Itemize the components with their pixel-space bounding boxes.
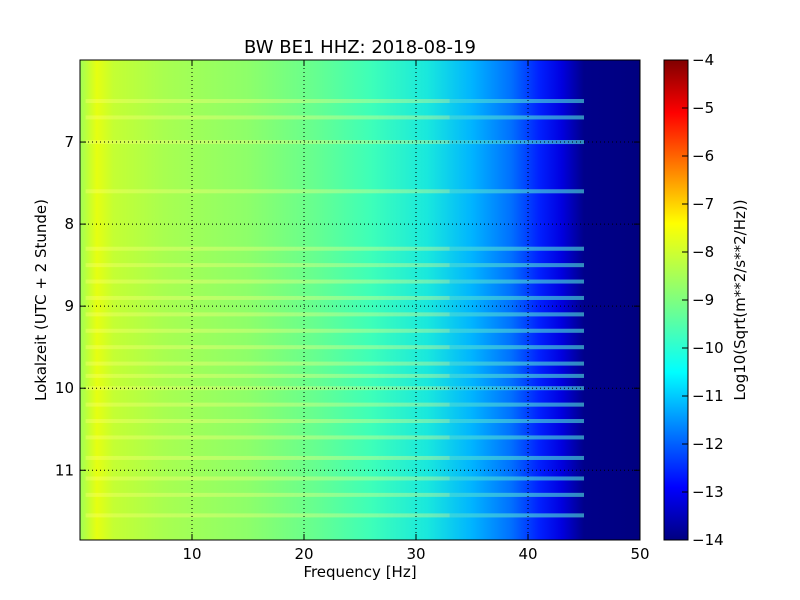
- noise-band-high-freq: [449, 373, 584, 378]
- noise-band-high-freq: [449, 419, 584, 424]
- x-tick-label: 50: [630, 545, 649, 563]
- noise-band: [85, 295, 584, 300]
- noise-band: [85, 345, 584, 350]
- noise-band-high-freq: [449, 312, 584, 317]
- noise-band-high-freq: [449, 492, 584, 497]
- colorbar: −4 −5 −6 −7 −8 −9 −10 −11 −12 −13 −14 Log10(Sqrt(m…: [663, 51, 749, 549]
- x-tick-label: 20: [294, 545, 313, 563]
- y-axis-label: Lokalzeit (UTC + 2 Stunde): [32, 199, 50, 401]
- noise-band: [85, 419, 584, 424]
- noise-band: [85, 99, 584, 104]
- y-axis-ticks: 7 8 9 10 11: [55, 133, 640, 479]
- colorbar-tick-label: −7: [692, 195, 714, 213]
- colorbar-ticks: −4 −5 −6 −7 −8 −9 −10 −11 −12 −13 −14: [682, 51, 724, 549]
- y-tick-label: 9: [64, 297, 74, 315]
- plot-frame: [79, 59, 641, 541]
- noise-band: [85, 361, 584, 366]
- colorbar-label: Log10(Sqrt(m**2/s**2/Hz)): [731, 199, 749, 400]
- noise-band-high-freq: [449, 513, 584, 518]
- colorbar-tick-label: −8: [692, 243, 714, 261]
- noise-band-high-freq: [449, 246, 584, 251]
- noise-bands: [85, 99, 584, 518]
- y-tick-label: 8: [64, 215, 74, 233]
- chart-title: BW BE1 HHZ: 2018-08-19: [244, 37, 476, 58]
- noise-band: [85, 279, 584, 284]
- noise-band: [85, 263, 584, 268]
- noise-band-high-freq: [449, 345, 584, 350]
- noise-band: [85, 492, 584, 497]
- colorbar-tick-label: −11: [692, 387, 724, 405]
- noise-band-high-freq: [449, 263, 584, 268]
- y-tick-label: 11: [55, 461, 74, 479]
- colorbar-tick-label: −13: [692, 483, 724, 501]
- colorbar-tick-label: −4: [692, 51, 714, 69]
- noise-band-high-freq: [449, 328, 584, 333]
- noise-band-high-freq: [449, 279, 584, 284]
- spectrogram-plot: 10 20 30 40 50 7 8 9 10 11: [55, 59, 650, 563]
- noise-band: [85, 189, 584, 194]
- noise-band-high-freq: [449, 402, 584, 407]
- noise-band-high-freq: [449, 361, 584, 366]
- colorbar-tick-label: −12: [692, 435, 724, 453]
- x-tick-label: 10: [182, 545, 201, 563]
- noise-band-high-freq: [449, 435, 584, 440]
- noise-band: [85, 328, 584, 333]
- noise-band: [85, 513, 584, 518]
- noise-band-high-freq: [449, 455, 584, 460]
- y-tick-label: 7: [64, 133, 74, 151]
- noise-band: [85, 476, 584, 481]
- noise-band: [85, 246, 584, 251]
- x-tick-label: 40: [518, 545, 537, 563]
- y-tick-label: 10: [55, 379, 74, 397]
- noise-band-high-freq: [449, 476, 584, 481]
- colorbar-tick-label: −14: [692, 531, 724, 549]
- colorbar-tick-label: −6: [692, 147, 714, 165]
- x-axis-label: Frequency [Hz]: [303, 563, 416, 581]
- spectrogram-image: [80, 60, 640, 540]
- noise-band-high-freq: [449, 295, 584, 300]
- noise-band: [85, 402, 584, 407]
- x-tick-label: 30: [406, 545, 425, 563]
- noise-band-high-freq: [449, 115, 584, 120]
- colorbar-tick-label: −10: [692, 339, 724, 357]
- noise-band: [85, 115, 584, 120]
- noise-band: [85, 312, 584, 317]
- x-axis-ticks: 10 20 30 40 50: [182, 60, 650, 563]
- colorbar-tick-label: −9: [692, 291, 714, 309]
- noise-band: [85, 455, 584, 460]
- noise-band: [85, 373, 584, 378]
- grid-lines: [80, 60, 640, 540]
- noise-band: [85, 386, 584, 391]
- noise-band-high-freq: [449, 99, 584, 104]
- noise-band: [85, 435, 584, 440]
- noise-band-high-freq: [449, 189, 584, 194]
- colorbar-tick-label: −5: [692, 99, 714, 117]
- noise-band: [85, 140, 584, 145]
